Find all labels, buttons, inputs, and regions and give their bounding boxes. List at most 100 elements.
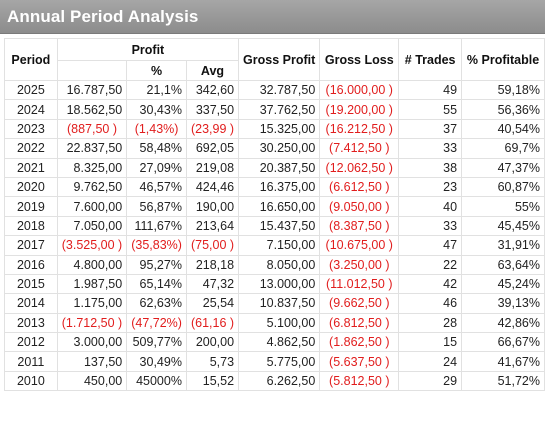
cell-profit[interactable]: (3.525,00 ) (56, 235, 128, 256)
cell-pct-profitable[interactable]: 42,86% (461, 312, 545, 334)
cell-pct-profitable[interactable]: 51,72% (461, 370, 545, 392)
header-period[interactable]: Period (4, 38, 58, 81)
header-gross-loss[interactable]: Gross Loss (319, 38, 400, 81)
cell-period[interactable]: 2014 (4, 293, 58, 314)
cell-period[interactable]: 2024 (4, 99, 58, 120)
cell-gross-loss[interactable]: (7.412,50 ) (319, 138, 400, 159)
cell-gross-loss[interactable]: (11.012,50 ) (319, 273, 400, 295)
cell-trades[interactable]: 23 (398, 176, 463, 198)
cell-trades[interactable]: 46 (398, 293, 463, 314)
cell-gross-loss[interactable]: (19.200,00 ) (319, 99, 400, 120)
header-pct-profitable[interactable]: % Profitable (461, 38, 545, 81)
cell-gross-loss[interactable]: (9.050,00 ) (319, 196, 400, 217)
table-row[interactable]: 2012 3.000,00 509,77% 200,00 4.862,50 (1.862,… (4, 332, 545, 353)
cell-gross-profit[interactable]: 4.862,50 (238, 332, 321, 353)
cell-pct-profitable[interactable]: 45,24% (461, 273, 545, 295)
cell-trades[interactable]: 37 (398, 118, 463, 140)
cell-trades[interactable]: 28 (398, 312, 463, 334)
cell-period[interactable]: 2013 (4, 312, 58, 334)
cell-period[interactable]: 2015 (4, 273, 58, 295)
cell-profit[interactable]: 8.325,00 (56, 157, 128, 178)
cell-gross-loss[interactable]: (16.212,50 ) (319, 118, 400, 140)
cell-period[interactable]: 2023 (4, 118, 58, 140)
cell-pct-profitable[interactable]: 47,37% (461, 157, 545, 178)
cell-profit-avg[interactable]: 190,00 (185, 196, 240, 217)
cell-pct-profitable[interactable]: 56,36% (461, 99, 545, 120)
cell-pct-profitable[interactable]: 66,67% (461, 332, 545, 353)
cell-profit[interactable]: 9.762,50 (56, 176, 128, 198)
cell-period[interactable]: 2012 (4, 332, 58, 353)
cell-profit[interactable]: 1.175,00 (56, 293, 128, 314)
table-row[interactable]: 2017 (3.525,00 ) (35,83%) (75,00 ) 7.150,00(… (4, 235, 545, 256)
table-row[interactable]: 2015 1.987,50 65,14% 47,32 13.000,00 (11.012,… (4, 273, 545, 295)
table-row[interactable]: 2010 450,00 45000% 15,52 6.262,50 (5.812,50 )… (4, 370, 545, 392)
cell-profit-pct[interactable]: 30,43% (126, 99, 187, 120)
table-row[interactable]: 2023 (887,50 ) (1,43%) (23,99 ) 15.325,00 (16… (4, 118, 545, 140)
cell-pct-profitable[interactable]: 55% (461, 196, 545, 217)
cell-gross-profit[interactable]: 10.837,50 (238, 293, 321, 314)
cell-period[interactable]: 2016 (4, 254, 58, 275)
cell-profit-pct[interactable]: 509,77% (126, 332, 187, 353)
cell-profit-pct[interactable]: 95,27% (126, 254, 187, 275)
cell-period[interactable]: 2018 (4, 215, 58, 237)
header-profit-pct[interactable]: % (126, 60, 187, 81)
cell-gross-profit[interactable]: 20.387,50 (238, 157, 321, 178)
cell-trades[interactable]: 29 (398, 370, 463, 392)
cell-gross-loss[interactable]: (5.637,50 ) (319, 351, 400, 372)
cell-profit-pct[interactable]: 62,63% (126, 293, 187, 314)
cell-profit-avg[interactable]: 692,05 (185, 138, 240, 159)
cell-profit-avg[interactable]: 15,52 (185, 370, 240, 392)
cell-profit-pct[interactable]: (35,83%) (126, 235, 187, 256)
cell-gross-profit[interactable]: 30.250,00 (238, 138, 321, 159)
cell-profit-pct[interactable]: 27,09% (126, 157, 187, 178)
cell-profit[interactable]: (1.712,50 ) (56, 312, 128, 334)
cell-gross-profit[interactable]: 8.050,00 (238, 254, 321, 275)
cell-profit-avg[interactable]: 337,50 (185, 99, 240, 120)
cell-pct-profitable[interactable]: 40,54% (461, 118, 545, 140)
cell-gross-profit[interactable]: 37.762,50 (238, 99, 321, 120)
cell-pct-profitable[interactable]: 41,67% (461, 351, 545, 372)
cell-profit-avg[interactable]: 5,73 (185, 351, 240, 372)
table-row[interactable]: 2013 (1.712,50 ) (47,72%) (61,16 ) 5.100,00(… (4, 312, 545, 334)
cell-gross-loss[interactable]: (6.612,50 ) (319, 176, 400, 198)
cell-profit-avg[interactable]: (23,99 ) (185, 118, 240, 140)
cell-gross-loss[interactable]: (5.812,50 ) (319, 370, 400, 392)
cell-profit-avg[interactable]: 200,00 (185, 332, 240, 353)
cell-trades[interactable]: 40 (398, 196, 463, 217)
cell-profit-pct[interactable]: 65,14% (126, 273, 187, 295)
cell-gross-loss[interactable]: (9.662,50 ) (319, 293, 400, 314)
table-row[interactable]: 2016 4.800,00 95,27% 218,18 8.050,00 (3.250,0… (4, 254, 545, 275)
cell-gross-profit[interactable]: 6.262,50 (238, 370, 321, 392)
cell-period[interactable]: 2020 (4, 176, 58, 198)
cell-profit-avg[interactable]: 342,60 (185, 79, 240, 101)
cell-profit[interactable]: 3.000,00 (56, 332, 128, 353)
cell-trades[interactable]: 22 (398, 254, 463, 275)
cell-profit-pct[interactable]: 21,1% (126, 79, 187, 101)
cell-gross-profit[interactable]: 16.650,00 (238, 196, 321, 217)
table-row[interactable]: 2022 22.837,50 58,48% 692,05 30.250,00 (7.412… (4, 138, 545, 159)
table-row[interactable]: 2019 7.600,00 56,87% 190,00 16.650,00 (9.050,… (4, 196, 545, 217)
cell-profit[interactable]: 18.562,50 (56, 99, 128, 120)
cell-profit-pct[interactable]: 45000% (126, 370, 187, 392)
cell-profit[interactable]: 16.787,50 (56, 79, 128, 101)
cell-period[interactable]: 2022 (4, 138, 58, 159)
cell-profit-avg[interactable]: 424,46 (185, 176, 240, 198)
cell-period[interactable]: 2010 (4, 370, 58, 392)
table-row[interactable]: 2021 8.325,00 27,09% 219,08 20.387,50 (12.062… (4, 157, 545, 178)
cell-period[interactable]: 2017 (4, 235, 58, 256)
cell-profit-pct[interactable]: 111,67% (126, 215, 187, 237)
cell-gross-loss[interactable]: (16.000,00 ) (319, 79, 400, 101)
cell-profit-avg[interactable]: (75,00 ) (185, 235, 240, 256)
table-row[interactable]: 2014 1.175,00 62,63% 25,54 10.837,50 (9.662,5… (4, 293, 545, 314)
cell-profit[interactable]: 4.800,00 (56, 254, 128, 275)
cell-gross-loss[interactable]: (1.862,50 ) (319, 332, 400, 353)
cell-period[interactable]: 2021 (4, 157, 58, 178)
cell-pct-profitable[interactable]: 63,64% (461, 254, 545, 275)
cell-gross-loss[interactable]: (10.675,00 ) (319, 235, 400, 256)
cell-gross-loss[interactable]: (3.250,00 ) (319, 254, 400, 275)
cell-profit[interactable]: 7.050,00 (56, 215, 128, 237)
header-profit[interactable]: Profit (56, 38, 240, 61)
table-row[interactable]: 2020 9.762,50 46,57% 424,46 16.375,00 (6.612,… (4, 176, 545, 198)
cell-profit-pct[interactable]: 30,49% (126, 351, 187, 372)
cell-trades[interactable]: 15 (398, 332, 463, 353)
